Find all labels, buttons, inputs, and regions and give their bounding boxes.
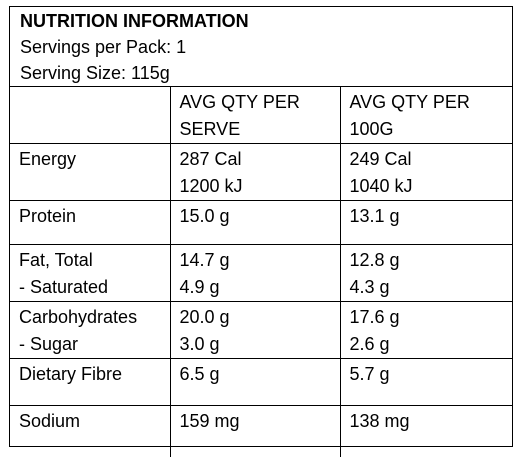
row-label: Dietary Fibre [10, 358, 171, 406]
table-row-energy: Energy 287 Cal 1200 kJ 249 Cal 1040 kJ [10, 143, 513, 201]
serving-size: Serving Size: 115g [20, 63, 170, 83]
column-header-row: AVG QTY PER SERVE AVG QTY PER 100G [10, 87, 513, 144]
servings-per-pack: Servings per Pack: 1 [20, 37, 187, 57]
nutrition-panel: NUTRITION INFORMATION Servings per Pack:… [9, 6, 513, 457]
row-per-serve: 20.0 g 3.0 g [169, 301, 341, 359]
row-per-serve: 159 mg [169, 405, 341, 457]
table-row-carbohydrates: Carbohydrates - Sugar 20.0 g 3.0 g 17.6 … [10, 301, 513, 359]
row-per-serve: 14.7 g 4.9 g [169, 244, 341, 302]
column-header-label [10, 87, 171, 144]
table-row-fat: Fat, Total - Saturated 14.7 g 4.9 g 12.8… [10, 244, 513, 302]
row-per-100g: 17.6 g 2.6 g [339, 301, 513, 359]
row-per-100g: 5.7 g [339, 358, 513, 406]
row-label: Sodium [10, 405, 171, 457]
row-per-serve: 15.0 g [169, 200, 341, 245]
column-header-per-serve: AVG QTY PER SERVE [169, 87, 341, 144]
nutrition-table: AVG QTY PER SERVE AVG QTY PER 100G Energ… [10, 87, 513, 457]
table-row-sodium: Sodium 159 mg 138 mg [10, 405, 513, 457]
nutrition-header: NUTRITION INFORMATION Servings per Pack:… [10, 7, 512, 87]
row-per-100g: 249 Cal 1040 kJ [339, 143, 513, 201]
row-label: Energy [10, 143, 171, 201]
row-per-100g: 12.8 g 4.3 g [339, 244, 513, 302]
panel-title: NUTRITION INFORMATION [20, 11, 249, 31]
row-per-100g: 13.1 g [339, 200, 513, 245]
row-label: Fat, Total - Saturated [10, 244, 171, 302]
table-row-protein: Protein 15.0 g 13.1 g [10, 200, 513, 245]
row-label: Protein [10, 200, 171, 245]
table-row-dietary-fibre: Dietary Fibre 6.5 g 5.7 g [10, 358, 513, 406]
row-label: Carbohydrates - Sugar [10, 301, 171, 359]
row-per-serve: 287 Cal 1200 kJ [169, 143, 341, 201]
row-per-100g: 138 mg [339, 405, 513, 457]
column-header-per-100g: AVG QTY PER 100G [339, 87, 513, 144]
row-per-serve: 6.5 g [169, 358, 341, 406]
